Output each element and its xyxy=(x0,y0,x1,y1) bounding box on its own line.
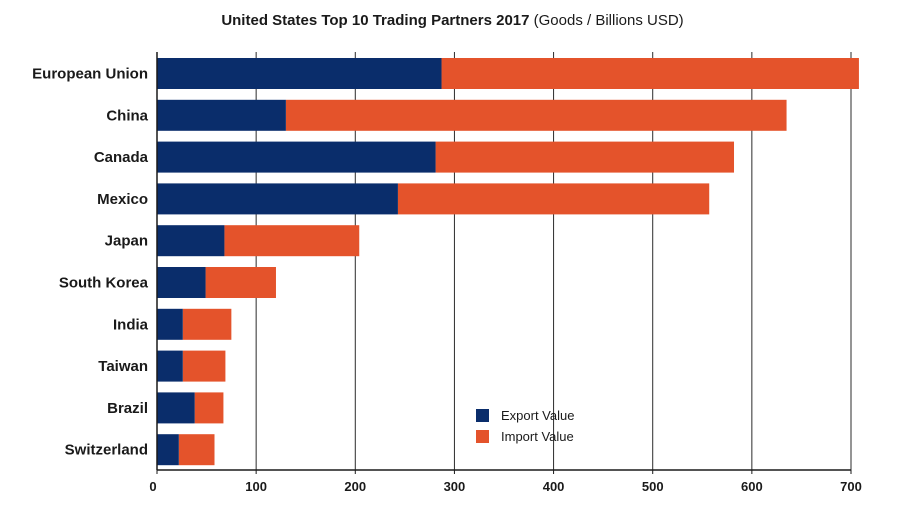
chart-title-sub: (Goods / Billions USD) xyxy=(529,12,684,29)
category-label-china: China xyxy=(106,107,148,124)
bar-import-japan xyxy=(224,225,360,257)
category-label-taiwan: Taiwan xyxy=(98,358,148,375)
bar-import-taiwan xyxy=(182,350,226,382)
bar-export-canada xyxy=(157,141,436,173)
x-tick-label-0: 0 xyxy=(149,479,156,494)
legend-label-import-value: Import Value xyxy=(501,429,574,444)
bar-export-mexico xyxy=(157,183,398,215)
legend-swatch-import-value xyxy=(476,430,489,443)
bar-import-switzerland xyxy=(178,434,215,466)
x-tick-label-300: 300 xyxy=(444,479,466,494)
category-label-india: India xyxy=(113,316,149,333)
legend-label-export-value: Export Value xyxy=(501,408,574,423)
bar-import-mexico xyxy=(397,183,710,215)
bar-export-european-union xyxy=(157,58,442,89)
bar-import-canada xyxy=(435,141,735,173)
bar-export-india xyxy=(157,308,183,340)
category-label-european-union: European Union xyxy=(32,66,148,83)
x-tick-label-500: 500 xyxy=(642,479,664,494)
bar-import-brazil xyxy=(194,392,224,424)
legend-swatch-export-value xyxy=(476,409,489,422)
bar-export-brazil xyxy=(157,392,195,424)
category-label-south-korea: South Korea xyxy=(59,275,149,292)
bar-import-south-korea xyxy=(205,267,276,298)
bar-import-european-union xyxy=(441,58,859,89)
bar-import-china xyxy=(285,99,787,131)
x-tick-label-400: 400 xyxy=(543,479,565,494)
x-tick-label-600: 600 xyxy=(741,479,763,494)
x-tick-label-200: 200 xyxy=(344,479,366,494)
bar-export-south-korea xyxy=(157,267,206,298)
bar-export-china xyxy=(157,99,286,131)
legend: Export Value Import Value xyxy=(476,408,574,444)
chart-title-main: United States Top 10 Trading Partners 20… xyxy=(221,12,530,29)
chart-title: United States Top 10 Trading Partners 20… xyxy=(0,12,905,29)
category-label-canada: Canada xyxy=(94,149,149,166)
x-tick-label-100: 100 xyxy=(245,479,267,494)
category-label-japan: Japan xyxy=(105,233,148,250)
x-tick-label-700: 700 xyxy=(840,479,862,494)
bar-export-taiwan xyxy=(157,350,183,382)
bar-import-india xyxy=(182,308,232,340)
category-label-switzerland: Switzerland xyxy=(65,442,148,459)
category-label-mexico: Mexico xyxy=(97,191,148,208)
category-label-brazil: Brazil xyxy=(107,400,148,417)
bar-export-japan xyxy=(157,225,225,257)
bar-export-switzerland xyxy=(157,434,179,466)
